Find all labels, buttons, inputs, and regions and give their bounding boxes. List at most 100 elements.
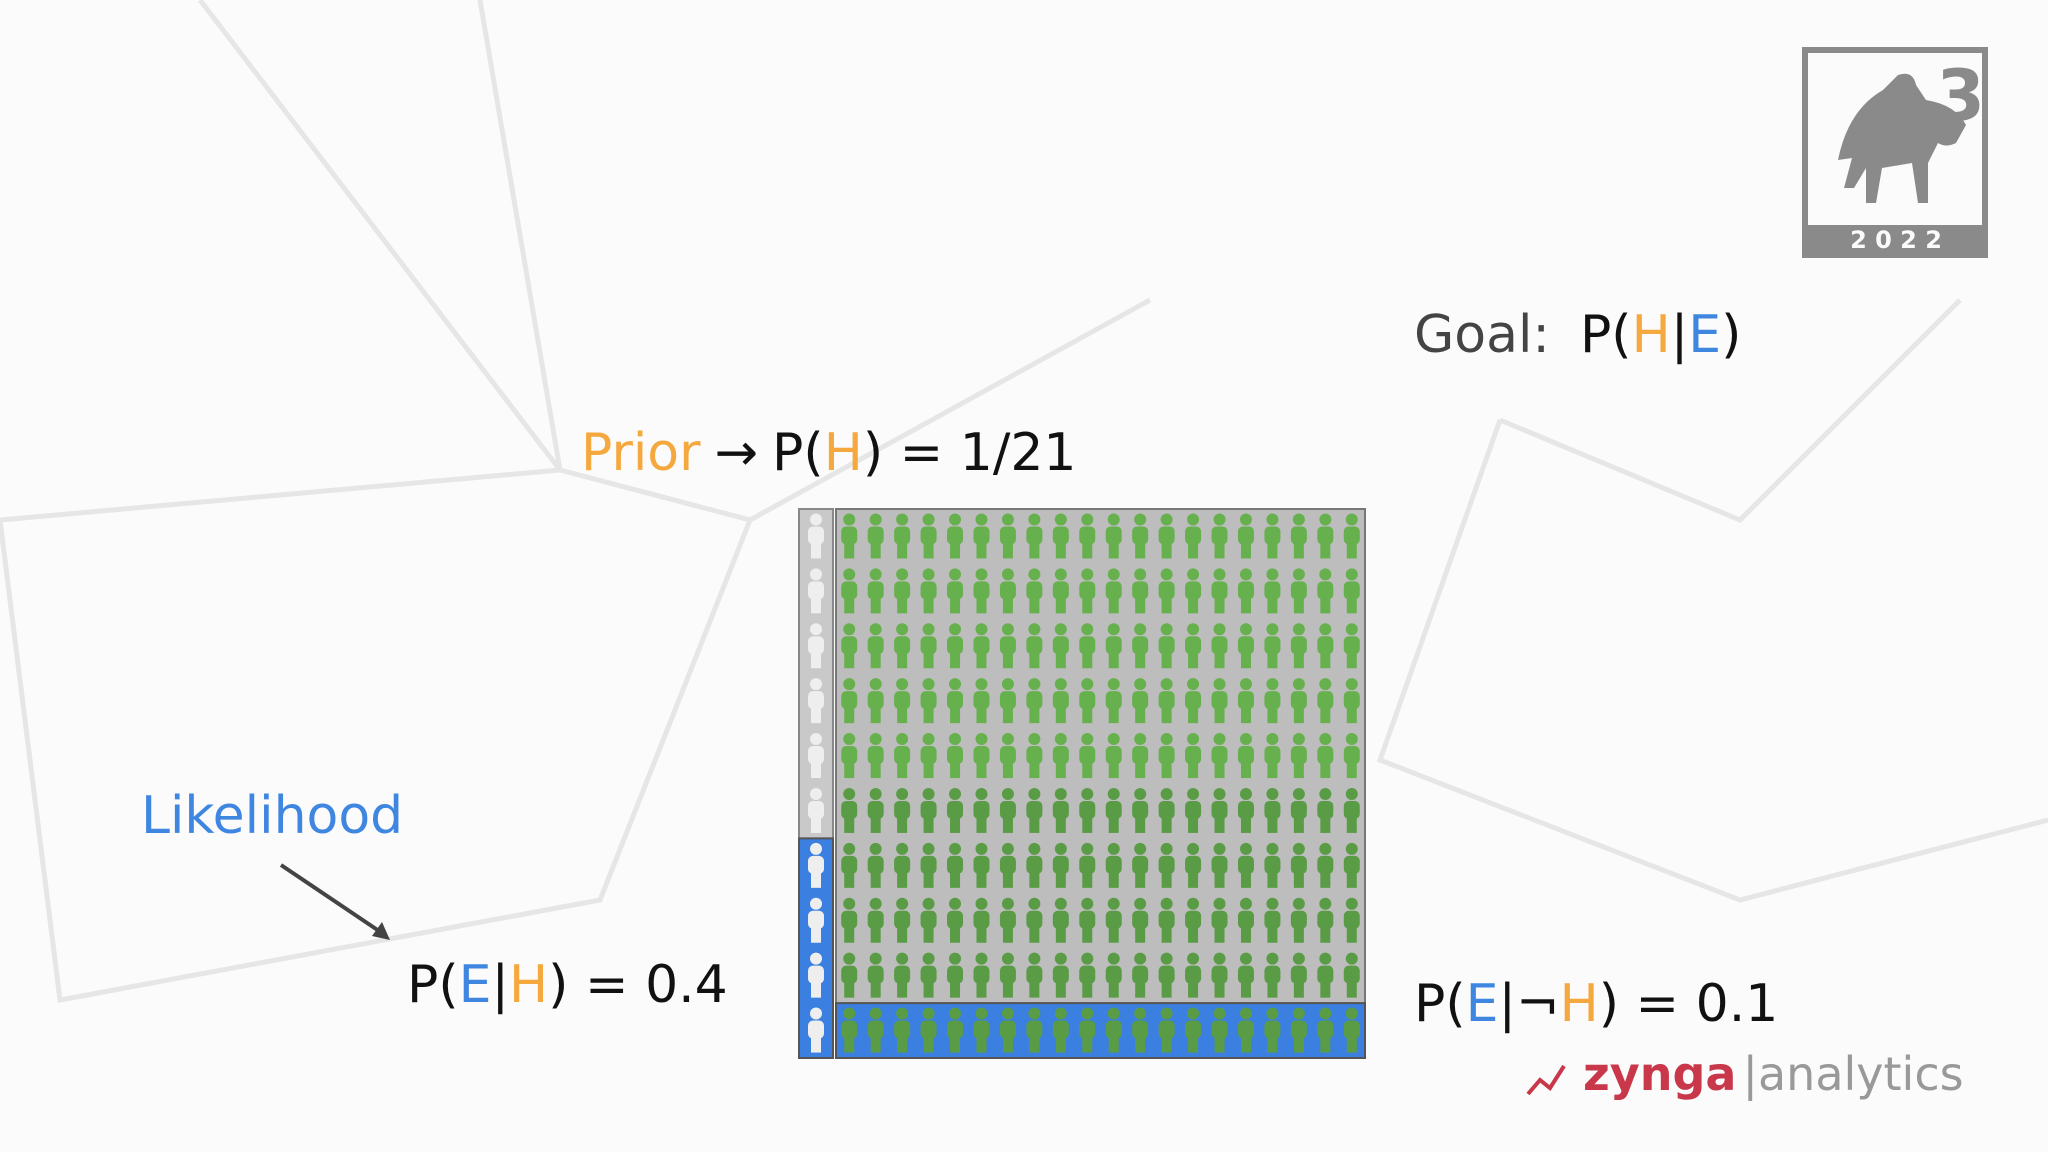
person-not-h-body <box>894 910 911 929</box>
person-not-h-head <box>869 952 882 965</box>
person-not-h-head <box>1001 1007 1014 1020</box>
person-not-h-head <box>1134 568 1147 581</box>
likelihood-part: ) = 0.4 <box>548 955 728 1015</box>
person-not-h-legs <box>1029 652 1040 669</box>
person-not-h-legs <box>1029 981 1040 998</box>
person-not-h-body <box>1343 526 1360 545</box>
brand-text: zynga |analytics <box>1583 1047 1964 1102</box>
person-not-h-body <box>920 965 937 984</box>
person-not-h-head <box>1292 568 1305 581</box>
person-not-h-legs <box>1240 1036 1251 1053</box>
person-not-h-legs <box>1320 816 1331 833</box>
person-not-h-legs <box>1267 597 1278 614</box>
person-not-h-head <box>1081 623 1094 636</box>
person-not-h-legs <box>1214 981 1225 998</box>
person-not-h-legs <box>870 652 881 669</box>
person-not-h-legs <box>897 542 908 559</box>
person-not-h-head <box>975 513 988 526</box>
person-not-h-legs <box>844 816 855 833</box>
person-not-h-head <box>843 623 856 636</box>
person-not-h-legs <box>1161 542 1172 559</box>
person-not-h-head <box>1054 568 1067 581</box>
person-not-h-body <box>1290 910 1307 929</box>
person-not-h-head <box>1213 897 1226 910</box>
person-not-h-legs <box>1082 816 1093 833</box>
person-not-h-body <box>1185 691 1202 710</box>
person-not-h-body <box>1237 746 1254 765</box>
person-h-head <box>810 568 822 581</box>
person-not-h-legs <box>1188 652 1199 669</box>
network-decoration <box>0 0 2048 1003</box>
person-not-h-body <box>1132 855 1149 874</box>
person-not-h-legs <box>844 707 855 724</box>
person-not-h-head <box>1266 678 1279 691</box>
person-not-h-head <box>896 623 909 636</box>
person-not-h-legs <box>1161 707 1172 724</box>
person-not-h-body <box>1264 1020 1281 1039</box>
person-not-h-head <box>1187 678 1200 691</box>
person-not-h-head <box>922 952 935 965</box>
person-not-h-head <box>869 1007 882 1020</box>
person-not-h-legs <box>1267 542 1278 559</box>
person-not-h-head <box>1319 1007 1332 1020</box>
person-not-h-head <box>1266 623 1279 636</box>
person-not-h-legs <box>1346 871 1357 888</box>
person-not-h-head <box>1213 1007 1226 1020</box>
person-not-h-legs <box>1082 652 1093 669</box>
person-not-h-legs <box>1267 816 1278 833</box>
person-h-body <box>808 1020 824 1039</box>
person-h-body <box>808 691 824 710</box>
person-not-h-legs <box>844 981 855 998</box>
person-not-h-body <box>1264 910 1281 929</box>
person-not-h-legs <box>1346 1036 1357 1053</box>
person-not-h-head <box>1345 623 1358 636</box>
person-not-h-body <box>999 1020 1016 1039</box>
person-not-h-body <box>1026 855 1043 874</box>
person-not-h-body <box>947 746 964 765</box>
person-not-h-body <box>947 636 964 655</box>
logo: 3 2 0 2 2 <box>1802 47 1988 258</box>
person-not-h-head <box>922 678 935 691</box>
logo-number: 3 <box>1936 55 1985 137</box>
person-not-h-head <box>1001 678 1014 691</box>
person-not-h-head <box>1081 513 1094 526</box>
person-not-h-head <box>949 787 962 800</box>
person-not-h-legs <box>1188 871 1199 888</box>
person-not-h-head <box>1319 733 1332 746</box>
person-not-h-head <box>975 733 988 746</box>
person-not-h-head <box>1213 952 1226 965</box>
person-not-h-legs <box>1346 816 1357 833</box>
person-not-h-legs <box>1320 1036 1331 1053</box>
person-not-h-body <box>1343 855 1360 874</box>
person-not-h-head <box>896 733 909 746</box>
person-not-h-body <box>1026 800 1043 819</box>
person-not-h-legs <box>976 871 987 888</box>
person-not-h-legs <box>844 1036 855 1053</box>
person-not-h-body <box>1185 855 1202 874</box>
person-not-h-head <box>869 513 882 526</box>
person-not-h-body <box>947 910 964 929</box>
person-not-h-head <box>1213 568 1226 581</box>
person-not-h-body <box>1317 746 1334 765</box>
person-not-h-body <box>1185 910 1202 929</box>
person-not-h-legs <box>1082 542 1093 559</box>
person-not-h-head <box>1134 1007 1147 1020</box>
person-not-h-legs <box>1108 1036 1119 1053</box>
person-not-h-body <box>841 636 858 655</box>
person-not-h-head <box>1107 623 1120 636</box>
person-not-h-legs <box>1293 981 1304 998</box>
person-not-h-body <box>1158 636 1175 655</box>
person-not-h-body <box>1132 1020 1149 1039</box>
person-not-h-legs <box>1108 542 1119 559</box>
person-not-h-body <box>1343 800 1360 819</box>
goal-label: Goal: <box>1414 305 1550 365</box>
person-not-h-head <box>1187 897 1200 910</box>
person-not-h-body <box>973 636 990 655</box>
brand-product: analytics <box>1758 1047 1964 1101</box>
person-not-h-body <box>1079 965 1096 984</box>
person-not-h-body <box>1079 581 1096 600</box>
likelihood-part: P( <box>407 955 459 1015</box>
person-not-h-body <box>999 581 1016 600</box>
person-not-h-legs <box>844 652 855 669</box>
person-not-h-body <box>1264 526 1281 545</box>
